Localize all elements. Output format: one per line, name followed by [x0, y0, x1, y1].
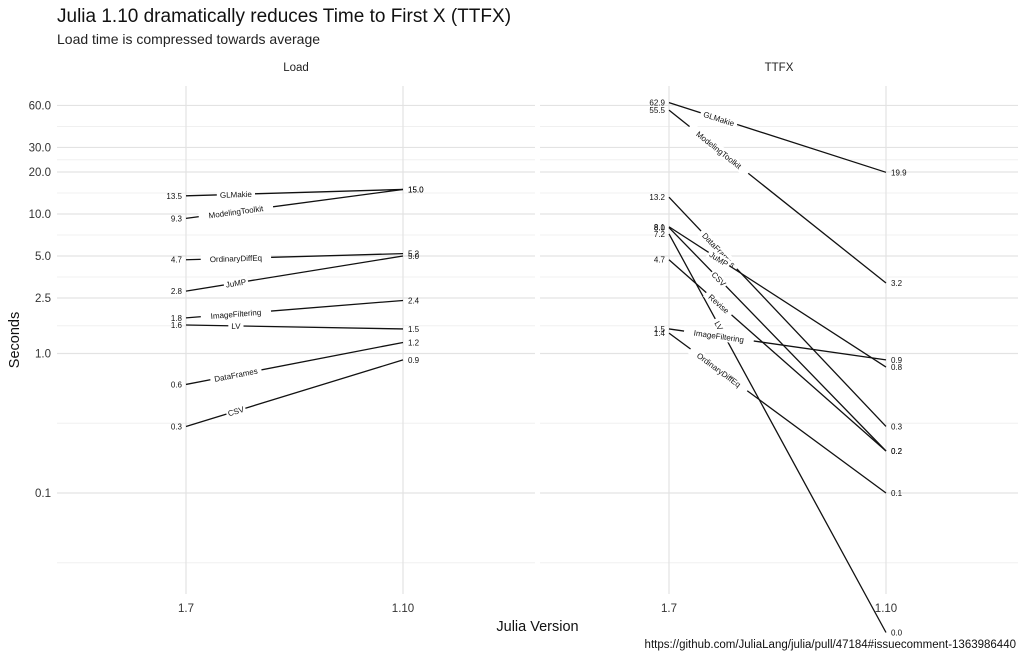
series-name-label: JuMP — [225, 277, 247, 289]
end-value-label: 5.2 — [408, 250, 420, 259]
series-line — [668, 233, 887, 633]
series-name-label-bg — [200, 252, 272, 265]
y-tick-label: 20.0 — [29, 167, 51, 179]
series-name-label-bg — [710, 316, 727, 335]
y-tick-label: 10.0 — [29, 209, 51, 221]
start-value-label: 4.7 — [171, 256, 183, 265]
y-tick-label: 60.0 — [29, 100, 51, 112]
start-value-label: 8.1 — [654, 223, 666, 232]
start-value-label: 13.2 — [649, 193, 665, 202]
y-tick-label: 5.0 — [35, 251, 51, 263]
panel-strip-label: TTFX — [765, 62, 794, 74]
series-name-label: LV — [231, 322, 241, 331]
end-value-label: 0.2 — [891, 447, 903, 456]
y-tick-label: 2.5 — [35, 293, 51, 305]
panel-strip-label: Load — [283, 62, 309, 74]
x-tick-label: 1.7 — [178, 603, 194, 615]
start-value-label: 7.2 — [654, 230, 666, 239]
end-value-label: 0.9 — [891, 356, 903, 365]
series-name-label-bg — [216, 188, 256, 200]
series-name-label-bg — [209, 364, 263, 385]
end-value-label: 0.1 — [891, 489, 903, 498]
series-line — [185, 255, 404, 292]
series-line — [668, 227, 887, 452]
panel-background — [57, 86, 535, 594]
start-value-label: 9.3 — [171, 214, 183, 223]
series-name-label-bg — [703, 288, 735, 319]
end-value-label: 5.0 — [408, 252, 420, 261]
series-name-label-bg — [228, 320, 244, 332]
end-value-label: 1.2 — [408, 338, 420, 347]
series-name-label-bg — [699, 108, 739, 130]
x-tick-label: 1.10 — [392, 603, 414, 615]
x-axis-title: Julia Version — [496, 619, 578, 635]
end-value-label: 0.2 — [891, 447, 903, 456]
start-value-label: 1.6 — [171, 321, 183, 330]
chart-title: Julia 1.10 dramatically reduces Time to … — [57, 6, 512, 27]
start-value-label: 0.6 — [171, 380, 183, 389]
x-tick-label: 1.7 — [661, 603, 677, 615]
end-value-label: 0.0 — [891, 629, 903, 638]
end-value-label: 1.5 — [408, 325, 420, 334]
series-name-label-bg — [224, 403, 247, 419]
series-line — [185, 324, 404, 330]
start-value-label: 2.8 — [171, 287, 183, 296]
series-name-label-bg — [198, 201, 274, 222]
series-name-label-bg — [686, 122, 752, 178]
end-value-label: 3.2 — [891, 279, 903, 288]
series-name-label: OrdinaryDiffEq — [210, 254, 263, 264]
series-name-label-bg — [687, 344, 751, 395]
y-axis-title: Seconds — [7, 312, 23, 368]
end-value-label: 15.0 — [408, 185, 424, 194]
chart-subtitle: Load time is compressed towards average — [57, 31, 321, 47]
start-value-label: 1.4 — [654, 329, 666, 338]
start-value-label: 8.0 — [654, 224, 666, 233]
end-value-label: 0.8 — [891, 363, 903, 372]
y-tick-label: 30.0 — [29, 142, 51, 154]
y-tick-label: 1.0 — [35, 349, 51, 361]
series-name-label-bg — [200, 306, 272, 322]
series-name-label-bg — [223, 276, 249, 290]
end-value-label: 2.4 — [408, 296, 420, 305]
source-caption: https://github.com/JuliaLang/julia/pull/… — [644, 639, 1016, 651]
start-value-label: 4.7 — [654, 256, 666, 265]
series-line — [668, 259, 887, 452]
start-value-label: 1.8 — [171, 314, 183, 323]
end-value-label: 0.3 — [891, 422, 903, 431]
series-name-label: ImageFiltering — [210, 308, 261, 321]
end-value-label: 0.9 — [408, 356, 420, 365]
series-name-label-bg — [708, 268, 730, 290]
series-line — [185, 359, 404, 428]
start-value-label: 62.9 — [649, 99, 665, 108]
series-name-label: GLMakie — [220, 190, 253, 200]
y-tick-label: 0.1 — [35, 488, 51, 500]
x-tick-label: 1.10 — [875, 603, 897, 615]
series-name-label-bg — [705, 248, 732, 270]
start-value-label: 0.3 — [171, 422, 183, 431]
start-value-label: 1.5 — [654, 325, 666, 334]
series-name-label-bg — [683, 326, 755, 346]
end-value-label: 15.0 — [408, 185, 424, 194]
series-line — [668, 226, 887, 368]
end-value-label: 19.9 — [891, 168, 907, 177]
start-value-label: 13.5 — [166, 192, 182, 201]
start-value-label: 55.5 — [649, 106, 665, 115]
